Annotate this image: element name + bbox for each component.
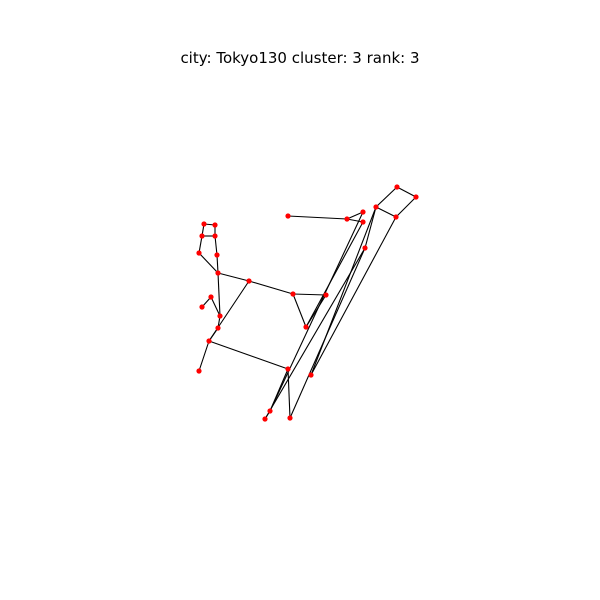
graph-node-n30: [262, 416, 268, 422]
graph-edge-n4-n12: [364, 206, 377, 249]
graph-edge-n2-n3: [395, 196, 417, 218]
graph-node-n7: [360, 219, 366, 225]
graph-node-n14: [196, 250, 202, 256]
graph-edge-n21-n26: [208, 340, 289, 370]
graph-edge-n23-n24: [292, 293, 327, 296]
graph-edge-n3-n4: [375, 206, 397, 218]
graph-edge-n22-n23: [248, 280, 294, 295]
graph-node-n23: [290, 291, 296, 297]
graph-node-n28: [267, 408, 273, 414]
graph-node-n29: [360, 209, 366, 215]
graph-node-n13: [308, 372, 314, 378]
graph-node-n9: [212, 222, 218, 228]
graph-node-n6: [344, 216, 350, 222]
graph-edge-n6-n7: [346, 218, 364, 223]
graph-edge-n11-n15: [214, 235, 218, 256]
graph-edge-n23-n25: [292, 293, 307, 328]
graph-node-n18: [208, 294, 214, 300]
graph-node-n10: [199, 233, 205, 239]
graph-edge-n6-n29: [346, 211, 364, 220]
graph-node-n4: [373, 204, 379, 210]
graph-edge-n10-n14: [198, 235, 203, 254]
graph-node-n12: [362, 245, 368, 251]
graph-node-n27: [196, 368, 202, 374]
graph-node-n19: [217, 313, 223, 319]
graph-edge-n5-n6: [287, 215, 348, 220]
graph-node-n17: [199, 304, 205, 310]
graph-edge-n4-n1: [375, 186, 398, 208]
graph-node-n20: [215, 325, 221, 331]
edges-layer: [198, 186, 417, 420]
graph-node-n15: [214, 252, 220, 258]
graph-node-n5: [285, 213, 291, 219]
graph-node-n26: [285, 366, 291, 372]
graph-edge-n3-n13: [310, 216, 397, 376]
graph-node-n16: [215, 270, 221, 276]
graph-node-n31: [287, 415, 293, 421]
graph-edge-n14-n16: [198, 252, 219, 274]
graph-node-n8: [201, 221, 207, 227]
graph-node-n25: [303, 324, 309, 330]
graph-edge-n19-n18: [210, 296, 221, 317]
graph-edge-n1-n2: [396, 186, 417, 198]
graph-node-n21: [206, 338, 212, 344]
nodes-layer: [196, 184, 419, 422]
graph-edge-n15-n16: [216, 254, 219, 274]
graph-node-n11: [212, 233, 218, 239]
graph-edge-n22-n21: [208, 280, 250, 342]
graph-node-n24: [323, 292, 329, 298]
graph-edge-n28-n29: [269, 211, 364, 412]
graph-edge-n25-n7: [305, 221, 364, 328]
graph-edge-n21-n27: [198, 340, 210, 372]
graph-node-n3: [393, 214, 399, 220]
graph-node-n22: [246, 278, 252, 284]
graph-edge-n12-n31: [289, 247, 366, 419]
graph-node-n2: [413, 194, 419, 200]
graph-edge-n26-n31: [287, 368, 291, 419]
figure-title: city: Tokyo130 cluster: 3 rank: 3: [180, 49, 420, 67]
graph-node-n1: [394, 184, 400, 190]
graph-edge-n4-n13: [310, 206, 377, 376]
graph-edge-n16-n19: [217, 272, 221, 317]
graph-edge-n16-n22: [217, 272, 250, 282]
graph-edge-n12-n30: [264, 247, 366, 420]
